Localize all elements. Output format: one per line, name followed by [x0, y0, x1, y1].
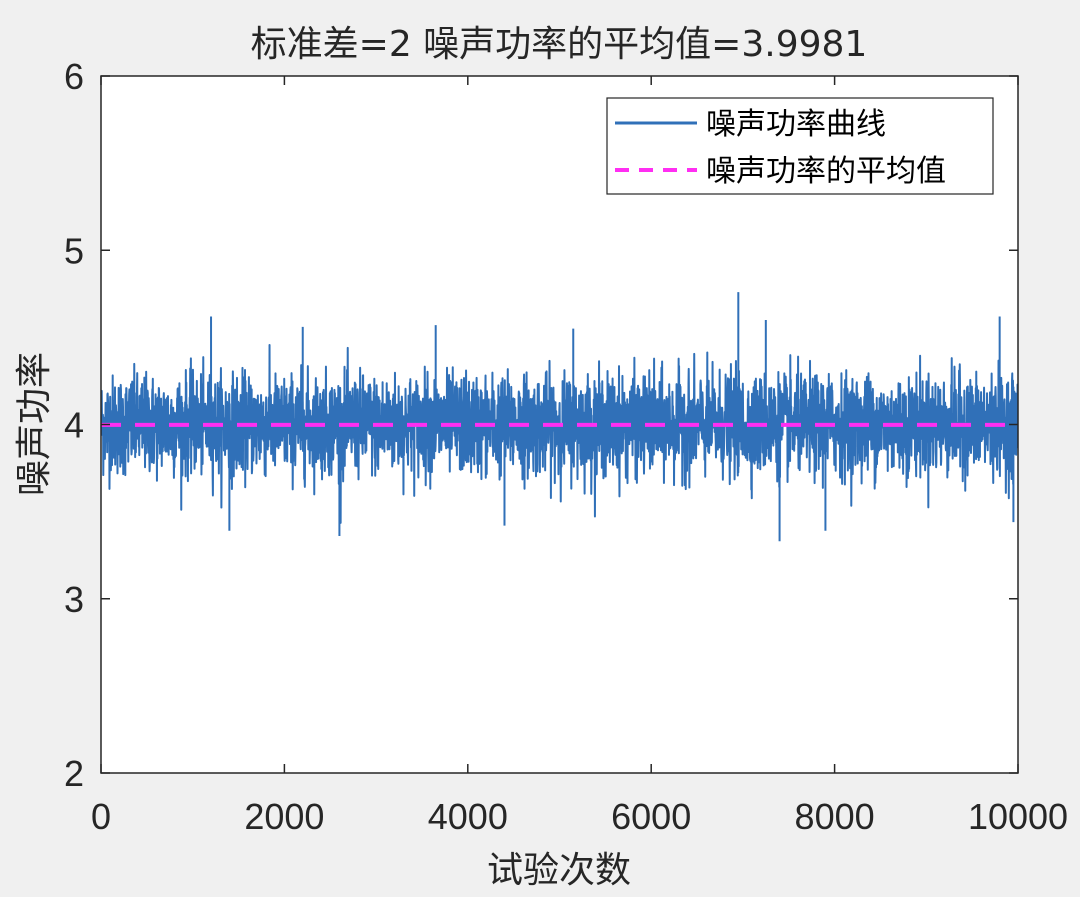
legend-label-mean: 噪声功率的平均值: [706, 154, 946, 189]
legend-label-noise-curve: 噪声功率曲线: [706, 107, 886, 142]
x-tick-label: 10000: [968, 796, 1068, 837]
legend-box: [606, 97, 994, 195]
legend: 噪声功率曲线 噪声功率的平均值: [606, 97, 994, 195]
y-axis-label: 噪声功率: [14, 352, 55, 496]
tick-layer: 0 2000 4000 6000 8000 10000 2 3 4 5 6: [64, 56, 1068, 837]
noise-power-series-line: [101, 292, 1018, 542]
x-tick-label: 0: [91, 796, 111, 837]
x-axis-label: 试验次数: [487, 850, 631, 891]
x-tick-label: 2000: [244, 796, 324, 837]
chart-title: 标准差=2 噪声功率的平均值=3.9981: [251, 24, 868, 65]
y-tick-label: 3: [64, 579, 84, 620]
x-tick-label: 4000: [428, 796, 508, 837]
series-layer: [101, 292, 1018, 542]
y-tick-label: 4: [64, 405, 84, 446]
x-tick-label: 6000: [611, 796, 691, 837]
y-tick-label: 5: [64, 230, 84, 271]
y-tick-label: 2: [64, 753, 84, 794]
x-tick-label: 8000: [795, 796, 875, 837]
y-tick-label: 6: [64, 56, 84, 97]
